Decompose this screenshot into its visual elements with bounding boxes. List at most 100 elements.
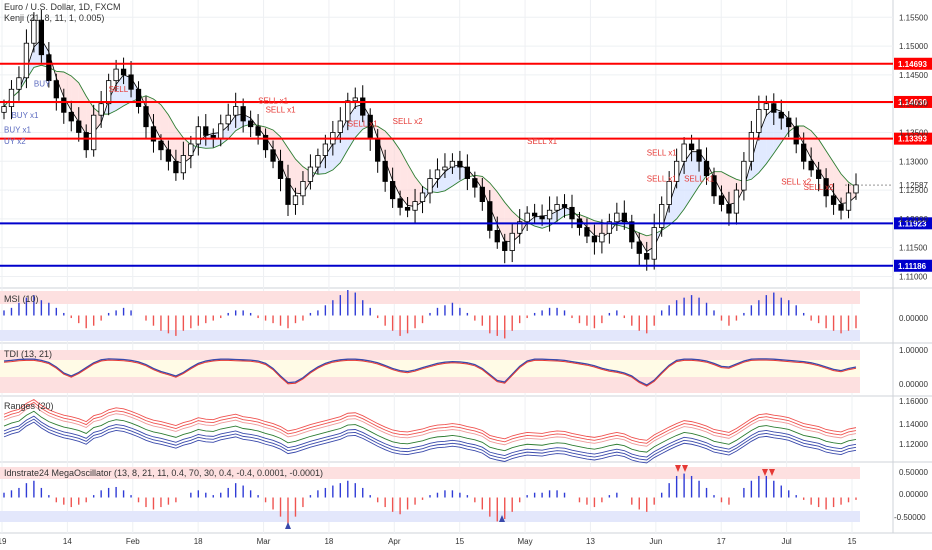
candle-body [793,126,799,145]
candle-body [91,114,97,151]
candle-body [240,106,246,122]
ma-cloud-segment [721,171,729,205]
candle-body [539,215,545,220]
candle-body [487,201,493,231]
ma-cloud-segment [684,151,692,210]
ma-cloud-segment [676,162,685,219]
mega-tick-3: -0.50000 [894,513,926,522]
price-tick-label: 1.15000 [899,42,928,51]
candle-body [412,201,418,211]
sell-signal-label: SELL x1 [266,105,296,114]
ma-cloud-segment [482,176,490,207]
level-tag-label: 1.11186 [898,262,927,271]
level-tag [894,57,932,70]
ranges-tick-3: 1.12000 [899,440,928,449]
tdi-line [3,358,857,386]
level-tag [894,217,932,230]
candle-body [830,195,837,205]
ranges-pane-title: Ranges (20) [4,401,54,411]
candle-body [442,166,448,171]
candle-body [404,206,411,211]
candle-body [375,137,381,162]
candle-body [173,160,179,174]
time-tick-label: Feb [126,537,140,546]
candle-body [143,106,149,128]
candle-body [16,77,22,90]
price-tick-label: 1.13000 [899,157,928,166]
price-tick-label: 1.13500 [899,128,928,137]
time-tick-label: 15 [455,537,464,546]
candle-body [531,212,538,217]
time-tick-label: 15 [848,537,857,546]
time-axis[interactable]: 19 14 Feb 18 Mar 18 Apr 15 May 13 Jun 17 Jul 15 [0,537,857,546]
candle-body [419,192,426,203]
candle-body [479,186,485,202]
candle-body [696,149,702,162]
price-tick-label: 1.12500 [899,186,928,195]
candle-body [636,241,642,254]
sell-signal-label: SELL x2 [393,117,423,126]
ma-cloud-segment [811,130,819,170]
candle-body [53,80,59,99]
sell-arrow-marker [675,465,681,472]
level-tag [894,259,932,272]
mega-tick-1: 0.50000 [899,468,928,477]
candle-body [158,140,164,151]
candle-body [247,120,254,128]
ma-cloud-segment [758,115,767,173]
range-band-line [3,401,857,444]
time-tick-label: 14 [63,537,72,546]
candle-body [389,181,396,200]
candle-body [666,181,672,205]
buy-arrow-marker [285,522,291,529]
candle-body [509,232,515,251]
candle-body [38,19,45,56]
msi-pane-title: MSI (10) [4,294,39,304]
candle-body [128,74,134,90]
candle-body [300,181,306,197]
candle-body [83,132,89,151]
candle-body [345,100,351,122]
price-tick-label: 1.12000 [899,215,928,224]
candle-body [352,97,358,102]
candle-body [31,19,37,44]
candle-body [218,123,224,139]
candle-body [771,103,777,113]
candle-body [150,126,157,142]
range-band-line [3,410,857,453]
sell-signal-label: SELL x1 [647,174,677,183]
candle-body [853,184,859,194]
candle-body [76,120,82,133]
candle-body [726,204,732,214]
candle-body [629,221,635,243]
price-axis[interactable]: 1.15500 1.15000 1.14500 1.14000 1.13500 1.130… [899,13,928,281]
range-band-line [3,421,857,464]
candle-body [584,227,590,237]
candle-body [614,212,620,223]
range-band-line [3,418,857,461]
candle-body [621,212,627,223]
candle-body [561,204,568,208]
time-tick-label: May [518,537,533,546]
candle-body [815,169,822,179]
candle-body [554,204,560,211]
buy-signal-label: BUY x1 [11,111,39,120]
ma-cloud-segment [751,134,759,180]
candle-body [763,103,769,110]
ma-cloud-segment [175,127,184,164]
candle-body [494,229,500,243]
level-tag-label: 1.14693 [898,60,927,69]
candle-body [292,195,299,205]
time-tick-label: Jul [781,537,791,546]
sell-signal-label: SELL x2 [781,177,811,186]
fast-ma-line [3,38,857,253]
candle-body [135,88,142,107]
ma-cloud-segment [669,182,677,226]
candle-body [195,126,201,145]
candle-body [285,178,291,205]
candle-body [434,169,441,179]
ma-cloud-segment [444,166,453,191]
time-tick-label: Apr [388,537,401,546]
tdi-signal-line [3,359,857,387]
